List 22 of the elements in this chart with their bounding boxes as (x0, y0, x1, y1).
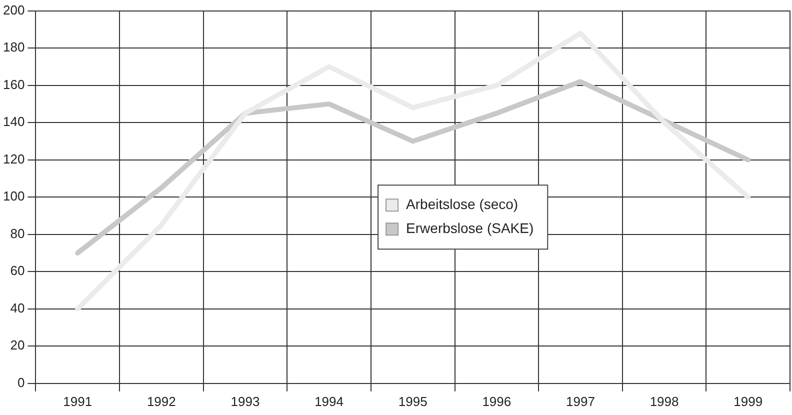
y-tick-label: 60 (10, 263, 25, 278)
y-tick-label: 0 (17, 374, 25, 390)
x-tick-label: 1996 (482, 394, 512, 409)
y-tick-label: 180 (2, 40, 25, 55)
x-tick-label: 1994 (314, 394, 344, 409)
y-tick-label: 160 (2, 76, 25, 92)
y-tick-label: 40 (10, 300, 25, 316)
y-tick-label: 20 (10, 338, 25, 353)
x-tick-label: 1997 (566, 394, 595, 409)
y-tick-label: 140 (2, 114, 25, 130)
legend-label: Arbeitslose (seco) (406, 196, 518, 212)
y-tick-label: 120 (2, 151, 25, 166)
y-tick-label: 100 (2, 188, 25, 204)
x-tick-label: 1991 (63, 394, 92, 409)
legend-label: Erwerbslose (SAKE) (406, 220, 534, 236)
x-tick-label: 1999 (734, 394, 763, 409)
x-tick-label: 1995 (398, 394, 428, 409)
y-tick-label: 80 (10, 226, 25, 241)
x-tick-label: 1992 (146, 394, 176, 409)
y-tick-label: 200 (2, 2, 25, 18)
x-tick-label: 1993 (230, 394, 260, 409)
x-tick-label: 1998 (650, 394, 679, 409)
